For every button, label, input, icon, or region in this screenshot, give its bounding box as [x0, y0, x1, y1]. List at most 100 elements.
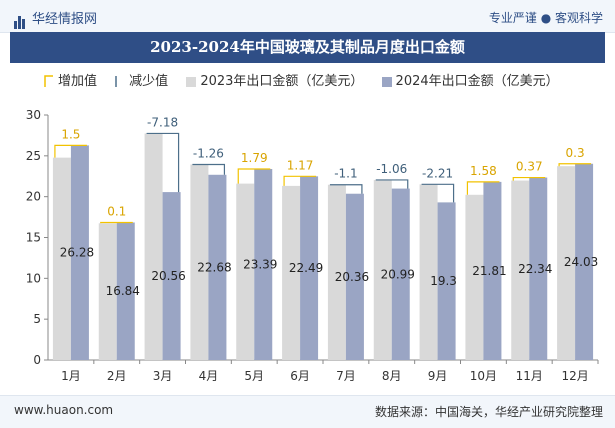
bar-2024	[391, 188, 410, 360]
y-tick-label: 15	[26, 231, 41, 245]
bar-2023	[236, 183, 255, 360]
site-url[interactable]: www.huaon.com	[14, 403, 114, 417]
increase-bracket	[283, 175, 317, 186]
bar-2024-value-label: 23.39	[243, 257, 277, 271]
y-tick-label: 10	[26, 271, 41, 285]
change-value-label: 1.58	[470, 164, 497, 178]
series-2024-swatch	[381, 77, 392, 87]
bar-2023	[557, 166, 576, 360]
increase-marker-icon	[44, 75, 53, 87]
legend-decrease: 减少值	[115, 70, 168, 89]
change-value-label: -2.21	[422, 166, 453, 180]
bar-2024-value-label: 20.99	[381, 267, 415, 281]
legend-increase-label: 增加值	[58, 74, 98, 89]
bar-2023	[373, 179, 392, 360]
bar-2023	[52, 157, 71, 360]
increase-bracket	[54, 144, 87, 158]
bar-2024	[116, 222, 135, 360]
y-tick-label: 30	[26, 108, 41, 122]
change-value-label: -7.18	[147, 115, 178, 129]
change-value-label: -1.26	[193, 146, 224, 160]
data-source: 数据来源：中国海关，华经产业研究院整理	[374, 405, 603, 419]
legend-series-2023-label: 2023年出口金额（亿美元）	[200, 74, 364, 89]
bar-2023	[282, 185, 301, 360]
brand-name: 华经情报网	[32, 12, 98, 27]
change-value-label: 1.17	[287, 158, 314, 172]
legend-series-2023: 2023年出口金额（亿美元）	[186, 70, 363, 89]
change-value-label: 1.5	[61, 127, 80, 141]
x-tick-label: 6月	[290, 369, 310, 383]
brand[interactable]: 华经情报网	[14, 8, 98, 29]
bar-2024-value-label: 21.81	[472, 264, 506, 278]
change-value-label: 0.1	[107, 204, 126, 218]
change-value-label: -1.06	[376, 162, 407, 176]
change-value-label: 0.3	[566, 146, 585, 160]
bar-2024	[575, 163, 594, 360]
bar-2024-value-label: 22.49	[289, 261, 323, 275]
x-tick-label: 12月	[561, 369, 588, 383]
decrease-bracket	[329, 184, 363, 194]
y-tick-label: 20	[26, 190, 41, 204]
bar-2024	[70, 145, 89, 360]
decrease-bracket	[421, 183, 455, 203]
series-2023-swatch	[186, 77, 197, 87]
x-tick-label: 10月	[470, 369, 497, 383]
bar-2024	[254, 168, 273, 360]
bar-2024	[345, 193, 364, 360]
y-tick-label: 5	[33, 312, 41, 326]
bar-2024-value-label: 22.68	[197, 260, 231, 274]
bar-2024	[208, 174, 227, 360]
decrease-bracket	[192, 163, 226, 175]
bar-2023	[190, 164, 209, 360]
bar-2024	[437, 202, 456, 360]
bar-2023	[144, 133, 163, 360]
chart-title: 2023-2024年中国玻璃及其制品月度出口金额	[150, 38, 465, 56]
bar-2023	[98, 223, 117, 360]
x-tick-label: 1月	[61, 369, 81, 383]
y-tick-label: 0	[33, 353, 41, 367]
bar-2024-value-label: 22.34	[518, 262, 552, 276]
x-tick-label: 8月	[382, 369, 402, 383]
bar-2024	[162, 192, 181, 360]
bar-2024	[300, 176, 319, 360]
bar-2024-value-label: 20.56	[151, 269, 185, 283]
slogan: 专业严谨 ● 客观科学	[488, 11, 603, 25]
bar-2024-value-label: 24.03	[564, 255, 598, 269]
legend-series-2024-label: 2024年出口金额（亿美元）	[395, 74, 559, 89]
x-tick-label: 2月	[107, 369, 127, 383]
bar-2023	[327, 184, 346, 360]
x-tick-label: 7月	[336, 369, 356, 383]
bar-2024	[529, 177, 548, 360]
decrease-marker-icon	[115, 76, 117, 87]
bar-2024-value-label: 16.84	[106, 284, 140, 298]
x-tick-label: 9月	[428, 369, 448, 383]
change-value-label: 1.79	[241, 151, 268, 165]
bar-2024-value-label: 20.36	[335, 270, 369, 284]
increase-bracket	[100, 221, 133, 224]
increase-bracket	[558, 163, 592, 167]
change-value-label: -1.1	[334, 167, 357, 181]
legend-decrease-label: 减少值	[129, 74, 169, 89]
change-value-label: 0.37	[516, 160, 543, 174]
x-tick-label: 11月	[516, 369, 543, 383]
increase-bracket	[466, 181, 500, 195]
bar-2023	[465, 194, 484, 360]
y-tick-label: 25	[26, 149, 41, 163]
bar-2023	[511, 180, 530, 360]
footer: www.huaon.com 数据来源：中国海关，华经产业研究院整理	[0, 395, 615, 428]
x-tick-label: 5月	[244, 369, 264, 383]
brand-logo-icon	[14, 14, 26, 29]
decrease-bracket	[146, 132, 180, 193]
title-bar: 2023-2024年中国玻璃及其制品月度出口金额	[10, 32, 605, 63]
increase-bracket	[237, 168, 271, 184]
bar-2024-value-label: 26.28	[60, 246, 94, 260]
legend-increase: 增加值	[44, 70, 97, 89]
increase-bracket	[512, 176, 546, 181]
bar-2024-value-label: 19.3	[430, 274, 457, 288]
decrease-bracket	[375, 179, 409, 189]
x-tick-label: 3月	[153, 369, 173, 383]
bar-2024	[483, 181, 502, 360]
x-tick-label: 4月	[199, 369, 219, 383]
